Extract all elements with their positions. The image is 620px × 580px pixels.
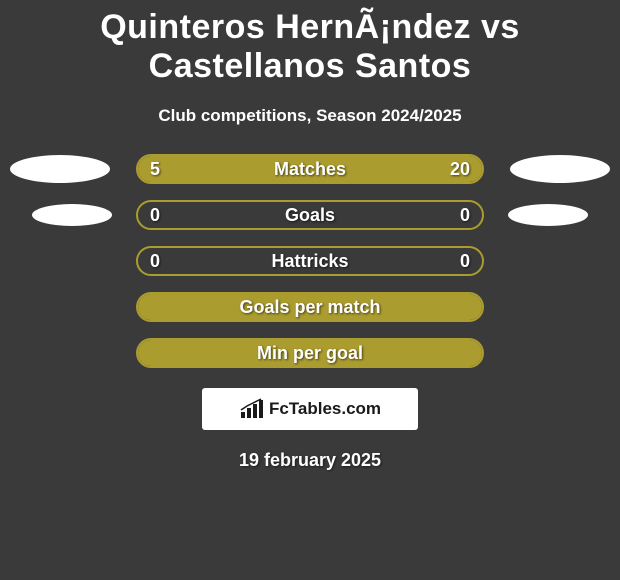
logo-text: FcTables.com bbox=[269, 399, 381, 419]
player-right-ellipse bbox=[510, 155, 610, 183]
bar-fill-right bbox=[207, 156, 482, 182]
stat-value-left: 0 bbox=[150, 251, 160, 272]
stat-bar: Goals per match bbox=[136, 292, 484, 322]
chart-bars-icon bbox=[239, 398, 265, 420]
stat-value-right: 0 bbox=[460, 251, 470, 272]
stat-value-left: 0 bbox=[150, 205, 160, 226]
player-left-ellipse bbox=[10, 155, 110, 183]
player-right-ellipse bbox=[508, 204, 588, 226]
date-label: 19 february 2025 bbox=[0, 430, 620, 471]
page-title: Quinteros HernÃ¡ndez vs Castellanos Sant… bbox=[0, 0, 620, 92]
stat-row: 0Hattricks0 bbox=[0, 238, 620, 284]
stat-bar: 5Matches20 bbox=[136, 154, 484, 184]
stat-label: Hattricks bbox=[138, 251, 482, 272]
bar-fill-left bbox=[138, 294, 482, 320]
stat-row: Goals per match bbox=[0, 284, 620, 330]
stats-rows: 5Matches200Goals00Hattricks0Goals per ma… bbox=[0, 146, 620, 376]
stat-label: Goals bbox=[138, 205, 482, 226]
page-subtitle: Club competitions, Season 2024/2025 bbox=[0, 92, 620, 146]
bar-fill-left bbox=[138, 156, 207, 182]
stat-bar: 0Goals0 bbox=[136, 200, 484, 230]
player-left-ellipse bbox=[32, 204, 112, 226]
stat-row: Min per goal bbox=[0, 330, 620, 376]
stat-row: 0Goals0 bbox=[0, 192, 620, 238]
stat-bar: Min per goal bbox=[136, 338, 484, 368]
bar-fill-left bbox=[138, 340, 482, 366]
fctables-logo[interactable]: FcTables.com bbox=[202, 388, 418, 430]
stat-row: 5Matches20 bbox=[0, 146, 620, 192]
stat-value-right: 0 bbox=[460, 205, 470, 226]
stat-bar: 0Hattricks0 bbox=[136, 246, 484, 276]
